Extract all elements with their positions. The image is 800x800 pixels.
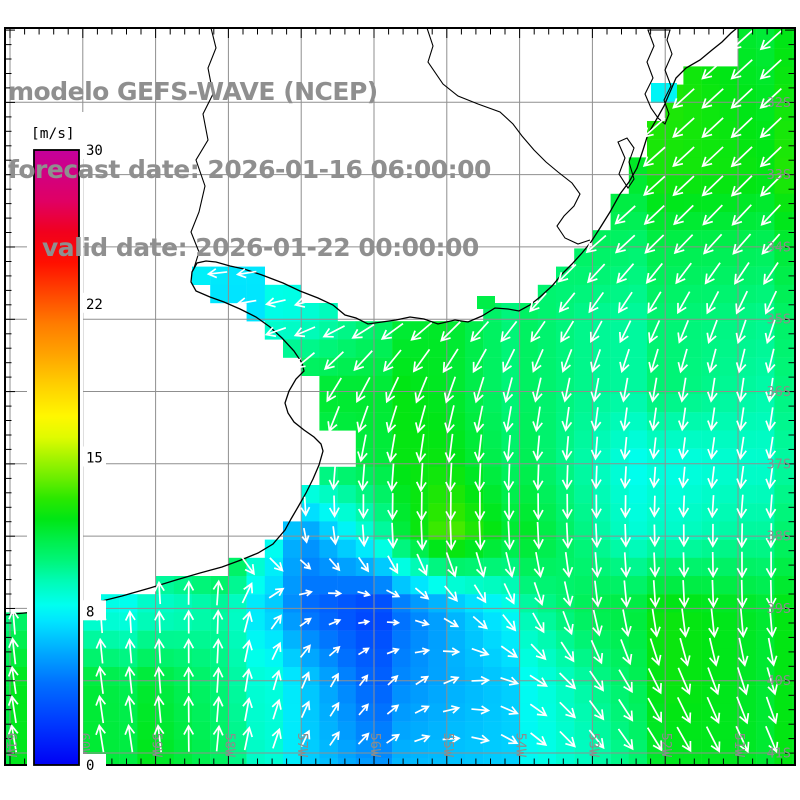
- lat-label: 36S: [767, 384, 791, 400]
- colorbar-tick-label: 8: [86, 604, 94, 620]
- lat-label: 35S: [767, 312, 791, 328]
- lat-label: 41S: [767, 746, 791, 762]
- lon-label: 56W: [367, 733, 383, 758]
- lat-label: 34S: [767, 239, 791, 255]
- colorbar-tick-label: 0: [86, 758, 94, 774]
- lat-label: 40S: [767, 673, 791, 689]
- lon-label: 61W: [3, 733, 19, 758]
- axis-ticks: [6, 29, 794, 764]
- lon-label: 54W: [513, 733, 529, 758]
- colorbar-tick-label: 15: [86, 451, 103, 467]
- lat-label: 39S: [767, 601, 791, 617]
- map-frame: [4, 27, 796, 766]
- colorbar: [m/s] 30 22 15 8 0: [27, 112, 106, 774]
- lon-label: 55W: [440, 733, 456, 758]
- lat-label: 33S: [767, 167, 791, 183]
- lon-label: 51W: [731, 733, 747, 758]
- map-layers: [6, 29, 794, 764]
- lon-label: 58W: [221, 733, 237, 758]
- colorbar-tick-label: 30: [86, 143, 103, 159]
- lon-label: 59W: [149, 733, 165, 758]
- lat-label: 37S: [767, 456, 791, 472]
- wave-speed-cells: [6, 29, 794, 764]
- lon-label: 57W: [294, 733, 310, 758]
- colorbar-tick-label: 22: [86, 297, 103, 313]
- colorbar-unit-label: [m/s]: [31, 126, 75, 142]
- lon-label: 53W: [585, 733, 601, 758]
- lat-label: 38S: [767, 529, 791, 545]
- lon-label: 52W: [658, 733, 674, 758]
- lat-label: 32S: [767, 95, 791, 111]
